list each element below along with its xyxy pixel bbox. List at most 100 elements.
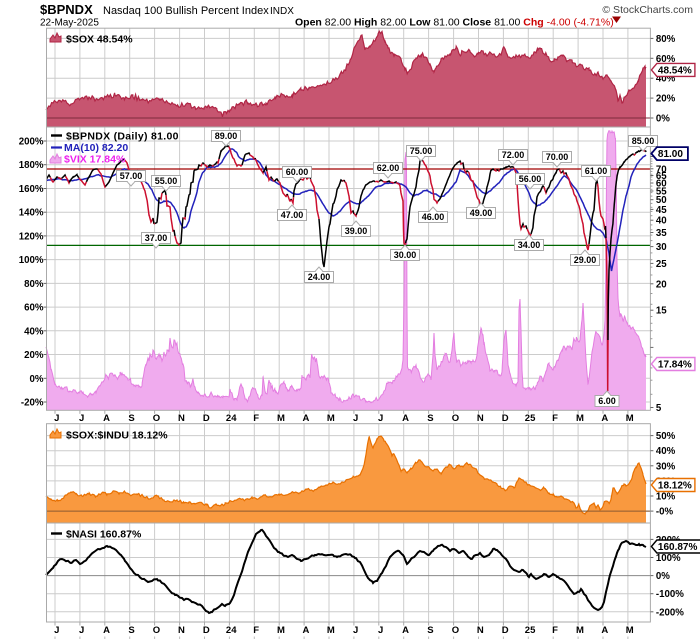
svg-text:INDX: INDX (270, 6, 294, 17)
svg-text:100%: 100% (656, 553, 681, 564)
svg-text:60%: 60% (24, 303, 44, 314)
svg-text:0%: 0% (656, 114, 670, 125)
svg-text:20%: 20% (24, 350, 44, 361)
svg-text:24: 24 (226, 625, 237, 636)
svg-text:M: M (327, 625, 335, 636)
svg-text:35: 35 (656, 228, 667, 239)
svg-text:62.00: 62.00 (377, 163, 400, 173)
svg-text:50%: 50% (656, 431, 676, 442)
svg-text:37.00: 37.00 (145, 233, 168, 243)
svg-text:56.00: 56.00 (519, 174, 542, 184)
svg-text:$BPNDX (Daily) 81.00: $BPNDX (Daily) 81.00 (66, 131, 179, 143)
svg-text:40%: 40% (656, 74, 676, 85)
svg-text:M: M (576, 625, 584, 636)
svg-text:89.00: 89.00 (215, 131, 238, 141)
svg-text:60%: 60% (656, 54, 676, 65)
svg-text:O: O (452, 625, 459, 636)
svg-text:N: N (477, 413, 484, 424)
svg-text:J: J (353, 413, 358, 424)
svg-text:85.00: 85.00 (632, 136, 655, 146)
svg-text:100%: 100% (19, 255, 44, 266)
svg-text:M: M (576, 413, 584, 424)
svg-text:55.00: 55.00 (155, 176, 178, 186)
svg-text:© StockCharts.com: © StockCharts.com (602, 4, 693, 16)
svg-text:20%: 20% (656, 94, 676, 105)
svg-text:A: A (302, 413, 309, 424)
svg-text:40: 40 (656, 216, 667, 227)
svg-text:17.84%: 17.84% (658, 360, 692, 371)
svg-text:40%: 40% (656, 446, 676, 457)
svg-text:D: D (502, 625, 509, 636)
svg-text:29.00: 29.00 (574, 255, 597, 265)
svg-text:J: J (378, 413, 383, 424)
svg-text:O: O (452, 413, 459, 424)
svg-text:65: 65 (656, 171, 667, 182)
svg-text:D: D (203, 413, 210, 424)
svg-text:57.00: 57.00 (120, 171, 143, 181)
svg-text:O: O (153, 625, 160, 636)
svg-text:140%: 140% (19, 208, 44, 219)
svg-text:A: A (302, 625, 309, 636)
svg-text:25: 25 (525, 625, 536, 636)
svg-text:$SOX 48.54%: $SOX 48.54% (66, 34, 133, 46)
svg-text:80%: 80% (24, 279, 44, 290)
svg-text:0%: 0% (29, 374, 43, 385)
svg-text:47.00: 47.00 (281, 210, 304, 220)
svg-text:J: J (378, 625, 383, 636)
svg-text:30: 30 (656, 242, 667, 253)
svg-text:M: M (626, 625, 634, 636)
svg-text:O: O (153, 413, 160, 424)
svg-text:-200%: -200% (656, 607, 684, 618)
svg-text:10%: 10% (656, 492, 676, 503)
svg-text:N: N (178, 413, 185, 424)
svg-text:Nasdaq 100 Bullish Percent Ind: Nasdaq 100 Bullish Percent Index (103, 5, 269, 17)
svg-text:0%: 0% (656, 571, 670, 582)
svg-text:-0%: -0% (656, 507, 674, 518)
svg-text:J: J (79, 625, 84, 636)
svg-text:-20%: -20% (21, 398, 44, 409)
svg-text:N: N (178, 625, 185, 636)
svg-text:$SOX:$INDU 18.12%: $SOX:$INDU 18.12% (66, 430, 168, 442)
svg-text:39.00: 39.00 (345, 226, 368, 236)
svg-text:$NASI 160.87%: $NASI 160.87% (66, 529, 142, 541)
svg-text:72.00: 72.00 (502, 150, 525, 160)
svg-text:80%: 80% (656, 34, 676, 45)
svg-text:A: A (103, 413, 110, 424)
svg-text:M: M (277, 413, 285, 424)
svg-text:48.54%: 48.54% (658, 66, 692, 77)
svg-text:34.00: 34.00 (518, 240, 541, 250)
svg-text:180%: 180% (19, 160, 44, 171)
svg-text:45: 45 (656, 205, 667, 216)
svg-text:60.00: 60.00 (286, 167, 309, 177)
svg-text:A: A (601, 413, 608, 424)
svg-text:F: F (253, 625, 259, 636)
svg-text:A: A (402, 413, 409, 424)
svg-text:J: J (353, 625, 358, 636)
svg-text:6.00: 6.00 (598, 396, 616, 406)
svg-text:22-May-2025: 22-May-2025 (40, 18, 99, 29)
svg-text:M: M (626, 413, 634, 424)
svg-text:40%: 40% (24, 326, 44, 337)
svg-text:50: 50 (656, 195, 667, 206)
svg-text:81.00: 81.00 (658, 149, 683, 160)
svg-text:S: S (427, 413, 433, 424)
svg-text:200%: 200% (19, 137, 44, 148)
svg-text:46.00: 46.00 (422, 212, 445, 222)
svg-text:5: 5 (656, 403, 662, 414)
svg-text:55: 55 (656, 187, 667, 198)
svg-text:24.00: 24.00 (308, 272, 331, 282)
svg-text:25: 25 (656, 259, 667, 270)
svg-text:D: D (203, 625, 210, 636)
svg-text:M: M (277, 625, 285, 636)
svg-text:18.12%: 18.12% (658, 481, 692, 492)
svg-text:160.87%: 160.87% (658, 542, 698, 553)
svg-text:A: A (103, 625, 110, 636)
svg-text:A: A (601, 625, 608, 636)
svg-text:S: S (427, 625, 433, 636)
svg-text:70: 70 (656, 164, 667, 175)
svg-text:61.00: 61.00 (585, 166, 608, 176)
svg-text:N: N (477, 625, 484, 636)
svg-text:MA(10) 82.20: MA(10) 82.20 (64, 142, 128, 154)
svg-text:-100%: -100% (656, 589, 684, 600)
svg-text:24: 24 (226, 413, 237, 424)
